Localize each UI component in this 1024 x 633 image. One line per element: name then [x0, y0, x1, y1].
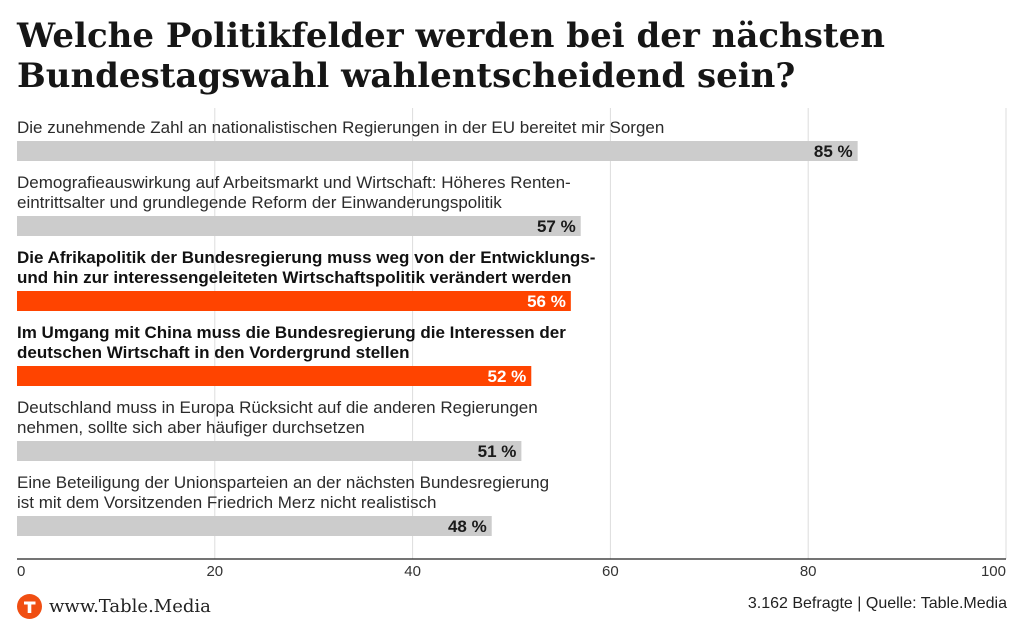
bar	[17, 366, 532, 386]
category-label: nehmen, sollte sich aber häufiger durchs…	[17, 418, 365, 437]
value-label: 51 %	[478, 442, 517, 461]
grid-lines	[214, 108, 1007, 559]
x-tick-label: 0	[17, 563, 25, 580]
footer-brand: www.Table.Media	[17, 593, 211, 619]
category-label: eintrittsalter und grundlegende Reform d…	[17, 193, 502, 212]
chart-title-line: Welche Politikfelder werden bei der näch…	[17, 16, 885, 56]
bar	[17, 441, 522, 461]
category-label: Demografieauswirkung auf Arbeitsmarkt un…	[17, 173, 571, 192]
x-axis: 0 20 40 60 80 100	[17, 558, 1006, 580]
value-label: 85 %	[814, 142, 853, 161]
x-tick-label: 40	[404, 563, 421, 580]
source-note: 3.162 Befragte | Quelle: Table.Media	[747, 595, 1007, 612]
bar-chart: Die zunehmende Zahl an nationalistischen…	[17, 108, 1007, 580]
category-label: Die zunehmende Zahl an nationalistischen…	[17, 118, 664, 137]
site-link[interactable]: www.Table.Media	[49, 595, 211, 617]
bar	[17, 516, 492, 536]
chart-title: Welche Politikfelder werden bei der näch…	[17, 16, 1007, 96]
category-label: Deutschland muss in Europa Rücksicht auf…	[17, 398, 538, 417]
category-label: Eine Beteiligung der Unionsparteien an d…	[17, 473, 549, 492]
chart-title-line: Bundestagswahl wahlentscheidend sein?	[17, 56, 796, 96]
x-tick-label: 60	[602, 563, 619, 580]
table-media-logo-icon	[17, 593, 42, 619]
value-label: 56 %	[527, 292, 566, 311]
value-label: 48 %	[448, 517, 487, 536]
value-label: 52 %	[488, 367, 527, 386]
bars: Die zunehmende Zahl an nationalistischen…	[17, 118, 858, 536]
bar	[17, 216, 581, 236]
category-label: deutschen Wirtschaft in den Vordergrund …	[17, 343, 409, 362]
category-label: Im Umgang mit China muss die Bundesregie…	[17, 323, 566, 342]
x-tick-label: 100	[981, 563, 1006, 580]
category-label: Die Afrikapolitik der Bundesregierung mu…	[17, 248, 595, 267]
x-tick-label: 20	[206, 563, 223, 580]
x-tick-label: 80	[800, 563, 817, 580]
bar	[17, 141, 858, 161]
value-label: 57 %	[537, 217, 576, 236]
bar	[17, 291, 571, 311]
category-label: und hin zur interessengeleiteten Wirtsch…	[17, 268, 571, 287]
category-label: ist mit dem Vorsitzenden Friedrich Merz …	[17, 493, 436, 512]
